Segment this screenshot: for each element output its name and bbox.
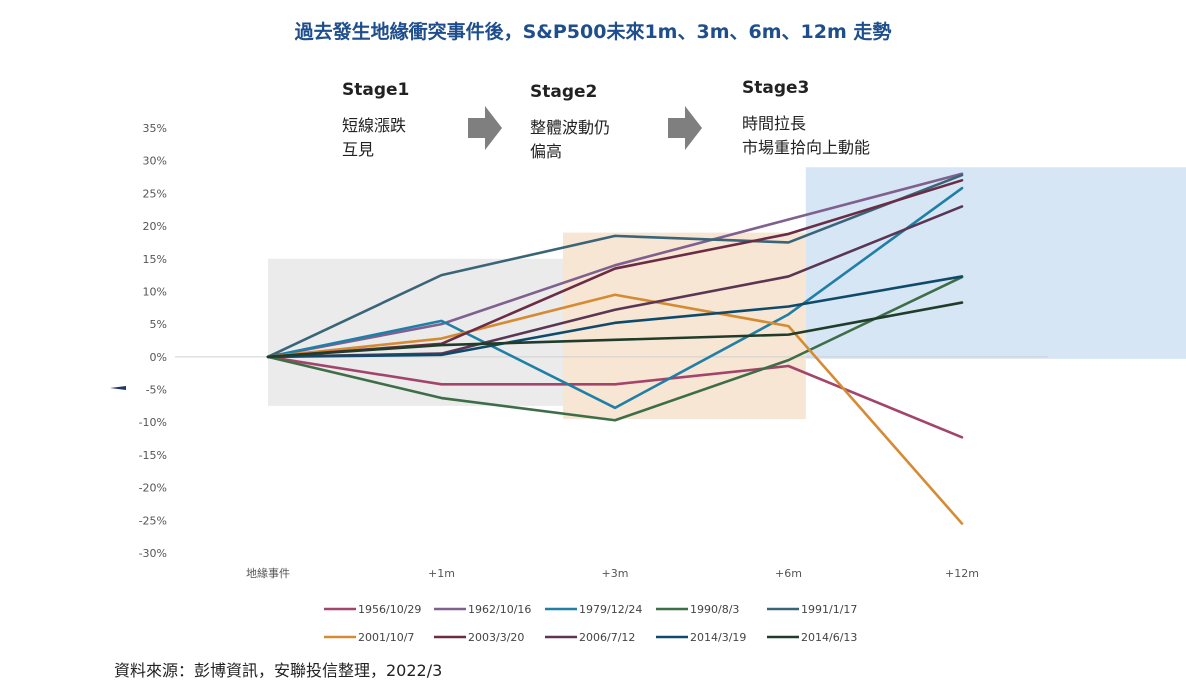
y-tick-label: -30% xyxy=(139,547,167,560)
legend-label: 1979/12/24 xyxy=(579,603,642,616)
y-tick-label: 10% xyxy=(143,285,167,298)
x-tick-label: +6m xyxy=(775,567,802,580)
series-layer xyxy=(266,172,964,525)
stage-1-description: 短線漲跌 xyxy=(342,116,406,135)
stage-2-title: Stage2 xyxy=(530,82,597,102)
legend-label: 2001/10/7 xyxy=(358,631,414,644)
legend-label: 1962/10/16 xyxy=(468,603,531,616)
stage-1-title: Stage1 xyxy=(342,80,409,100)
stage-3-background xyxy=(805,167,1186,359)
axis-tick-layer: 35% 30% 25% 20% 15% 10% 5% 0% -5% -10% -15% -20% -25… xyxy=(139,122,979,580)
legend-label: 2003/3/20 xyxy=(468,631,524,644)
legend-label: 1991/1/17 xyxy=(801,603,857,616)
stage-1-description: 互見 xyxy=(342,140,374,159)
y-tick-label: -25% xyxy=(139,514,167,527)
x-tick-label: +1m xyxy=(428,567,455,580)
y-tick-label: 0% xyxy=(150,351,167,364)
stage-2-description: 偏高 xyxy=(530,142,562,161)
stage-3-description: 市場重拾向上動能 xyxy=(742,138,870,157)
series-line-1956-10-29 xyxy=(266,355,964,439)
series-line-1990-8-3 xyxy=(266,275,964,422)
series-line-2001-10-7 xyxy=(266,293,964,525)
y-tick-label: -20% xyxy=(139,482,167,495)
legend-label: 2014/3/19 xyxy=(690,631,746,644)
series-line-1962-10-16 xyxy=(266,172,964,359)
stage-arrow-icon xyxy=(668,106,702,150)
left-marker-icon xyxy=(110,386,126,390)
y-tick-label: 20% xyxy=(143,220,167,233)
stage-3-description: 時間拉長 xyxy=(742,114,806,133)
series-line-1991-1-17 xyxy=(266,173,964,359)
legend-label: 1956/10/29 xyxy=(358,603,421,616)
stage-3-title: Stage3 xyxy=(742,78,809,98)
legend-label: 1990/8/3 xyxy=(690,603,739,616)
y-tick-label: -5% xyxy=(146,384,167,397)
stage-arrow-icon xyxy=(468,106,502,150)
source-note: 資料來源：彭博資訊，安聯投信整理，2022/3 xyxy=(114,661,442,680)
legend-label: 2006/7/12 xyxy=(579,631,635,644)
y-tick-label: -10% xyxy=(139,416,167,429)
x-tick-label: +3m xyxy=(602,567,629,580)
series-line-2014-3-19 xyxy=(266,275,964,359)
y-tick-label: -15% xyxy=(139,449,167,462)
y-tick-label: 5% xyxy=(150,318,167,331)
x-tick-label: 地緣事件 xyxy=(246,567,290,580)
y-tick-label: 15% xyxy=(143,253,167,266)
x-tick-label: +12m xyxy=(945,567,979,580)
series-line-1979-12-24 xyxy=(266,186,964,410)
series-line-2014-6-13 xyxy=(266,301,964,359)
legend-label: 2014/6/13 xyxy=(801,631,857,644)
chart-title: 過去發生地緣衝突事件後，S&P500未來1m、3m、6m、12m 走勢 xyxy=(295,20,892,43)
stage-2-description: 整體波動仍 xyxy=(530,118,610,137)
y-tick-label: 25% xyxy=(143,187,167,200)
legend: 1956/10/29 1962/10/16 1979/12/24 1990/8/3 19… xyxy=(324,603,857,644)
y-tick-label: 30% xyxy=(143,155,167,168)
y-tick-label: 35% xyxy=(143,122,167,135)
